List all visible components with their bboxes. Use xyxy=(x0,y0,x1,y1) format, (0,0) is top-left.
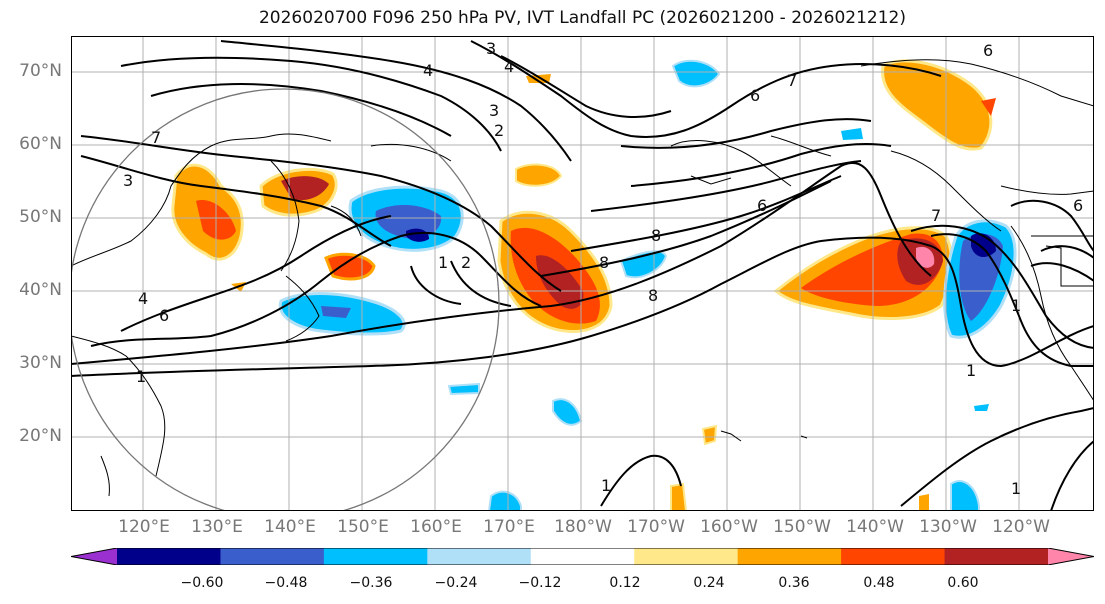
colorbar-segment xyxy=(117,548,221,565)
contour-label: 7 xyxy=(931,206,941,225)
contour-label: 1 xyxy=(1011,479,1021,498)
anomaly-arctic-blue xyxy=(671,59,721,88)
colorbar-tick-label: −0.60 xyxy=(180,575,224,591)
contour-label: 1 xyxy=(1011,296,1021,315)
map-area: 3 4 4 3 2 7 6 6 8 7 3 4 6 1 2 8 8 1 1 6 … xyxy=(71,36,1094,511)
region-circle xyxy=(71,88,500,511)
anomaly-south-orange xyxy=(670,482,688,511)
colorbar-tick-label: 0.48 xyxy=(863,575,895,591)
contour-label: 6 xyxy=(757,196,767,215)
contour-label: 7 xyxy=(151,128,161,147)
contour-label: 6 xyxy=(1073,196,1083,215)
contour-label: 2 xyxy=(494,121,504,140)
anomaly-dateline-darkred xyxy=(536,255,584,309)
graticule xyxy=(71,36,1094,511)
anomaly-alaska-blue xyxy=(841,128,863,140)
anomaly-south-blue-2 xyxy=(950,479,980,511)
contour-label: 4 xyxy=(504,57,514,76)
lat-label-50n: 50°N xyxy=(19,207,62,227)
contour-label: 2 xyxy=(461,253,471,272)
lon-label-130e: 130°E xyxy=(191,517,243,537)
contour-label: 4 xyxy=(423,61,433,80)
contour-label: 7 xyxy=(787,71,797,90)
colorbar xyxy=(71,548,1094,565)
anomaly-japan-red xyxy=(324,252,376,281)
anomaly-ne-pacific-pink xyxy=(916,246,935,268)
lon-label-180w: 180°W xyxy=(554,517,612,537)
anomaly-subtropic-blue-2 xyxy=(552,398,583,426)
anomaly-subtropic-blue-1 xyxy=(447,382,480,396)
contour-label: 3 xyxy=(486,39,496,58)
contour-label: 4 xyxy=(138,289,148,308)
colorbar-segment xyxy=(944,548,1049,565)
anomaly-west-pacific-darkblue xyxy=(375,204,442,239)
colorbar-extend-high xyxy=(1048,548,1094,565)
lat-label-60n: 60°N xyxy=(19,134,62,154)
contour-label: 1 xyxy=(601,476,611,495)
colorbar-tick-label: −0.48 xyxy=(264,575,308,591)
anomaly-coast-darkblue xyxy=(959,234,1003,321)
anomaly-alaska-red xyxy=(981,98,996,116)
lon-label-160e: 160°E xyxy=(410,517,462,537)
anomaly-alaska-orange xyxy=(881,59,993,151)
colorbar-tick-label: −0.24 xyxy=(434,575,478,591)
lon-label-160w: 160°W xyxy=(700,517,758,537)
lon-label-150e: 150°E xyxy=(337,517,389,537)
lat-label-40n: 40°N xyxy=(19,280,62,300)
colorbar-extend-low xyxy=(71,548,117,565)
contour-label: 6 xyxy=(983,41,993,60)
lon-label-140w: 140°W xyxy=(846,517,904,537)
coastlines xyxy=(71,59,1094,497)
lon-label-120w: 120°W xyxy=(992,517,1050,537)
colorbar-segment xyxy=(220,548,325,565)
negative-anomaly-fields xyxy=(278,59,1017,511)
contour-label: 3 xyxy=(123,171,133,190)
contour-label: 8 xyxy=(651,226,661,245)
lat-label-30n: 30°N xyxy=(19,353,62,373)
lat-label-20n: 20°N xyxy=(19,426,62,446)
lon-label-170w: 170°W xyxy=(627,517,685,537)
contour-label: 1 xyxy=(966,361,976,380)
contour-label: 8 xyxy=(648,286,658,305)
anomaly-south-blue-1 xyxy=(487,490,522,511)
anomaly-japan-darkblue xyxy=(321,306,351,318)
colorbar-tick-label: −0.36 xyxy=(349,575,393,591)
contour-label: 1 xyxy=(136,367,146,386)
colorbar-tick-label: 0.60 xyxy=(947,575,979,591)
anomaly-sw-orange xyxy=(919,494,929,511)
contour-label: 6 xyxy=(750,86,760,105)
anomaly-hawaii-orange xyxy=(701,424,718,446)
anomaly-small-blue xyxy=(974,404,989,411)
pv-contours xyxy=(71,40,1094,511)
lon-label-140e: 140°E xyxy=(264,517,316,537)
contour-label: 6 xyxy=(159,306,169,325)
anomaly-aleutian-orange xyxy=(515,163,563,187)
lon-label-130w: 130°W xyxy=(919,517,977,537)
map-title: 2026020700 F096 250 hPa PV, IVT Landfall… xyxy=(258,8,906,28)
colorbar-segment xyxy=(427,548,532,565)
colorbar-segment xyxy=(323,548,428,565)
colorbar-segment xyxy=(634,548,739,565)
colorbar-segment xyxy=(530,548,635,565)
colorbar-segment xyxy=(737,548,842,565)
contour-label: 8 xyxy=(599,253,609,272)
colorbar-tick-label: −0.12 xyxy=(518,575,562,591)
contour-label: 1 xyxy=(438,253,448,272)
map-canvas: 3 4 4 3 2 7 6 6 8 7 3 4 6 1 2 8 8 1 1 6 … xyxy=(71,36,1094,511)
lon-label-150w: 150°W xyxy=(773,517,831,537)
colorbar-tick-label: 0.12 xyxy=(609,575,641,591)
colorbar-tick-label: 0.24 xyxy=(693,575,725,591)
colorbar-segment xyxy=(841,548,946,565)
lon-label-170e: 170°E xyxy=(483,517,535,537)
lon-label-120e: 120°E xyxy=(118,517,170,537)
colorbar-tick-label: 0.36 xyxy=(778,575,810,591)
contour-label: 3 xyxy=(489,101,499,120)
contour-label-group: 3 4 4 3 2 7 6 6 8 7 3 4 6 1 2 8 8 1 1 6 … xyxy=(123,39,1083,498)
lat-label-70n: 70°N xyxy=(19,61,62,81)
